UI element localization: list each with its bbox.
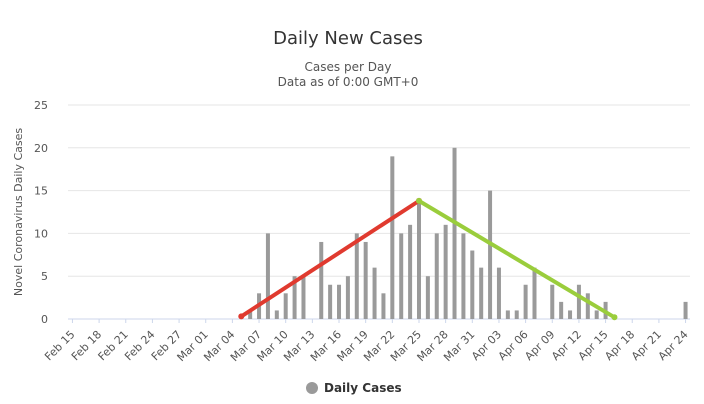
bar[interactable] bbox=[683, 301, 688, 319]
trend-lines bbox=[238, 197, 618, 321]
y-axis-ticks: 0 5 10 15 20 25 bbox=[34, 99, 48, 326]
bar[interactable] bbox=[461, 233, 466, 319]
legend-label: Daily Cases bbox=[324, 381, 402, 395]
bar[interactable] bbox=[496, 267, 501, 319]
trend-line bbox=[416, 198, 617, 320]
bar[interactable] bbox=[425, 276, 430, 319]
y-tick-label: 10 bbox=[34, 227, 48, 240]
bar[interactable] bbox=[452, 147, 457, 319]
legend-marker-icon bbox=[306, 382, 318, 394]
bar[interactable] bbox=[399, 233, 404, 319]
bar[interactable] bbox=[568, 310, 573, 319]
bar[interactable] bbox=[594, 310, 599, 319]
grid-lines bbox=[68, 104, 690, 320]
y-tick-label: 15 bbox=[34, 185, 48, 198]
legend[interactable]: Daily Cases bbox=[306, 381, 402, 395]
y-tick-label: 5 bbox=[41, 270, 48, 283]
bar[interactable] bbox=[470, 250, 475, 319]
trend-line bbox=[239, 198, 421, 319]
bar[interactable] bbox=[363, 241, 368, 319]
bar[interactable] bbox=[274, 310, 279, 319]
bar[interactable] bbox=[337, 284, 342, 319]
bar[interactable] bbox=[576, 284, 581, 319]
bar[interactable] bbox=[505, 310, 510, 319]
bar[interactable] bbox=[354, 233, 359, 319]
bar[interactable] bbox=[434, 233, 439, 319]
chart-title: Daily New Cases bbox=[273, 28, 423, 49]
bar[interactable] bbox=[381, 293, 386, 319]
bar[interactable] bbox=[550, 284, 555, 319]
bar[interactable] bbox=[328, 284, 333, 319]
bar[interactable] bbox=[559, 301, 564, 319]
y-axis-title: Novel Coronavirus Daily Cases bbox=[12, 128, 25, 296]
bar[interactable] bbox=[532, 267, 537, 319]
bars bbox=[248, 147, 688, 319]
trend-line-endpoint bbox=[611, 314, 618, 321]
bar[interactable] bbox=[265, 233, 270, 319]
bar[interactable] bbox=[345, 276, 350, 319]
bar[interactable] bbox=[585, 293, 590, 319]
bar[interactable] bbox=[514, 310, 519, 319]
bar[interactable] bbox=[488, 190, 493, 319]
bar[interactable] bbox=[416, 199, 421, 319]
bar[interactable] bbox=[408, 224, 413, 319]
bar[interactable] bbox=[390, 156, 395, 319]
bar[interactable] bbox=[319, 241, 324, 319]
bar[interactable] bbox=[301, 276, 306, 319]
bar[interactable] bbox=[283, 293, 288, 319]
bar[interactable] bbox=[523, 284, 528, 319]
trend-line-endpoint bbox=[238, 313, 245, 320]
chart-subtitle-line-1: Cases per Day bbox=[305, 60, 392, 74]
trend-line-endpoint bbox=[415, 197, 422, 204]
y-tick-label: 20 bbox=[34, 142, 48, 155]
bar[interactable] bbox=[372, 267, 377, 319]
x-tick-label: Apr 24 bbox=[656, 328, 691, 363]
y-tick-label: 0 bbox=[41, 313, 48, 326]
bar[interactable] bbox=[292, 276, 297, 319]
bar[interactable] bbox=[479, 267, 484, 319]
chart-subtitle-line-2: Data as of 0:00 GMT+0 bbox=[278, 75, 419, 89]
bar[interactable] bbox=[248, 310, 253, 319]
bar[interactable] bbox=[443, 224, 448, 319]
y-tick-label: 25 bbox=[34, 99, 48, 112]
